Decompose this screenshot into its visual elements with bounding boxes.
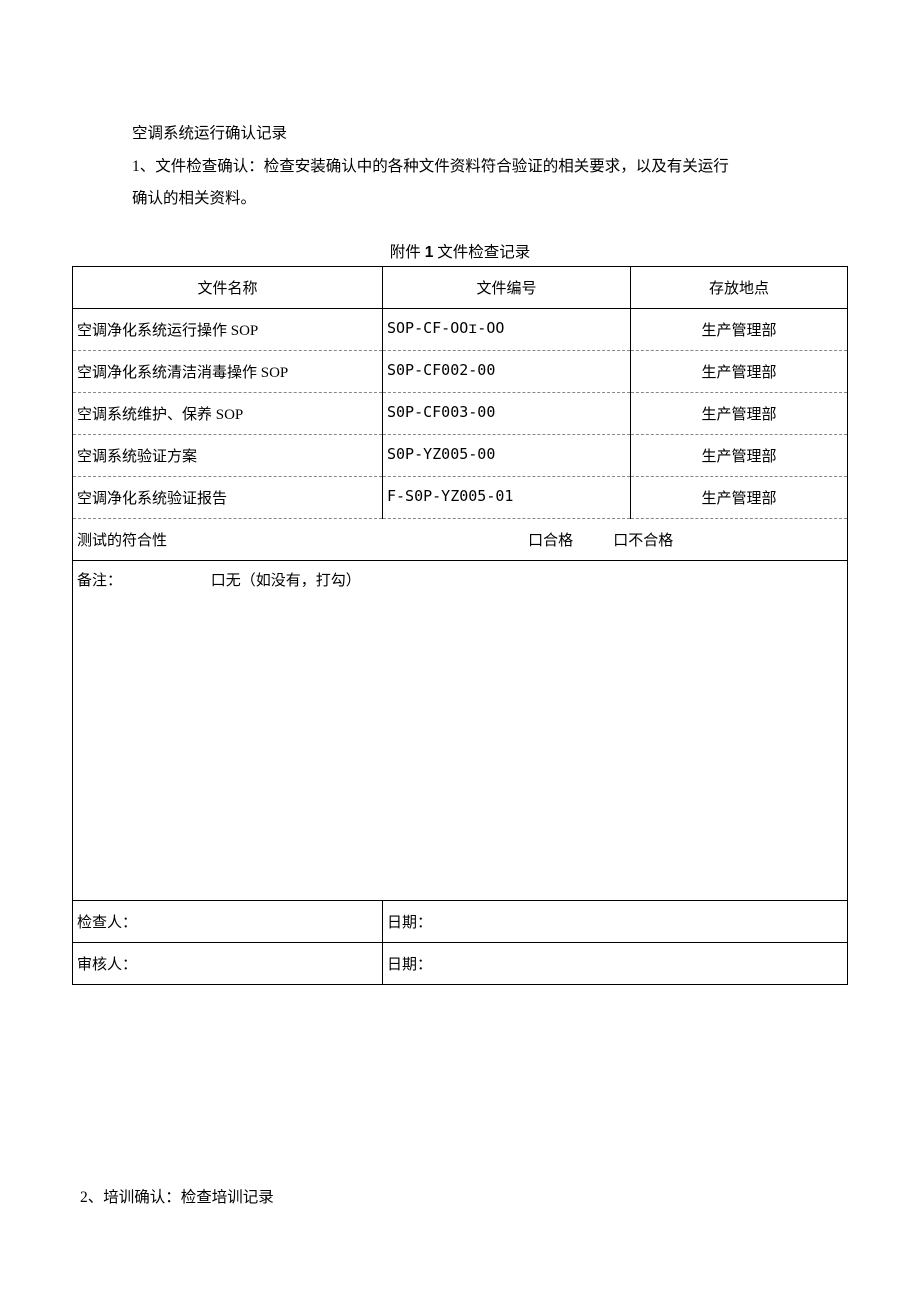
cell-name: 空调净化系统验证报告 — [73, 476, 383, 518]
caption-prefix: 附件 — [390, 244, 425, 261]
doc-title: 空调系统运行确认记录 — [132, 118, 848, 151]
reviewer-row: 审核人： 日期： — [73, 942, 848, 984]
inspector-label[interactable]: 检查人： — [73, 900, 383, 942]
remarks-row: 备注： 口无（如没有，打勾） — [73, 560, 848, 900]
compliance-pass-checkbox[interactable]: 口合格 — [368, 529, 613, 550]
remarks-none-checkbox[interactable]: 口无（如没有，打勾） — [211, 573, 361, 589]
date-text: 日期： — [387, 915, 432, 931]
table-caption: 附件 1 文件检查记录 — [72, 240, 848, 262]
cell-number: F-S0P-YZ005-01 — [383, 476, 631, 518]
table-row: 空调系统维护、保养 SOP S0P-CF003-00 生产管理部 — [73, 392, 848, 434]
header-number: 文件编号 — [383, 266, 631, 308]
inspector-row: 检查人： 日期： — [73, 900, 848, 942]
cell-name: 空调系统维护、保养 SOP — [73, 392, 383, 434]
compliance-fail-checkbox[interactable]: 口不合格 — [613, 529, 843, 550]
compliance-row: 测试的符合性 口合格 口不合格 — [73, 518, 848, 560]
table-row: 空调净化系统运行操作 SOP SOP-CF-OOɪ-OO 生产管理部 — [73, 308, 848, 350]
cell-number: SOP-CF-OOɪ-OO — [383, 308, 631, 350]
reviewer-text: 审核人： — [77, 957, 137, 973]
inspector-date[interactable]: 日期： — [383, 900, 848, 942]
inspector-text: 检查人： — [77, 915, 137, 931]
intro-line-1: 1、文件检查确认：检查安装确认中的各种文件资料符合验证的相关要求，以及有关运行 — [132, 151, 848, 184]
cell-number: S0P-YZ005-00 — [383, 434, 631, 476]
reviewer-date[interactable]: 日期： — [383, 942, 848, 984]
header-name: 文件名称 — [73, 266, 383, 308]
cell-name: 空调净化系统清洁消毒操作 SOP — [73, 350, 383, 392]
caption-suffix: 文件检查记录 — [433, 244, 530, 261]
cell-name: 空调净化系统运行操作 SOP — [73, 308, 383, 350]
table-row: 空调净化系统验证报告 F-S0P-YZ005-01 生产管理部 — [73, 476, 848, 518]
cell-location: 生产管理部 — [631, 434, 848, 476]
cell-location: 生产管理部 — [631, 476, 848, 518]
file-check-table: 文件名称 文件编号 存放地点 空调净化系统运行操作 SOP SOP-CF-OOɪ… — [72, 266, 848, 985]
intro-line-2: 确认的相关资料。 — [132, 183, 848, 216]
date-text: 日期： — [387, 957, 432, 973]
header-location: 存放地点 — [631, 266, 848, 308]
cell-number: S0P-CF002-00 — [383, 350, 631, 392]
table-row: 空调净化系统清洁消毒操作 SOP S0P-CF002-00 生产管理部 — [73, 350, 848, 392]
table-header-row: 文件名称 文件编号 存放地点 — [73, 266, 848, 308]
page: 空调系统运行确认记录 1、文件检查确认：检查安装确认中的各种文件资料符合验证的相… — [0, 0, 920, 1267]
table-row: 空调系统验证方案 S0P-YZ005-00 生产管理部 — [73, 434, 848, 476]
section-2: 2、培训确认：检查培训记录 — [80, 1185, 848, 1207]
cell-location: 生产管理部 — [631, 392, 848, 434]
reviewer-label[interactable]: 审核人： — [73, 942, 383, 984]
cell-number: S0P-CF003-00 — [383, 392, 631, 434]
remarks-label: 备注： — [77, 569, 207, 590]
compliance-label: 测试的符合性 — [77, 529, 368, 550]
cell-name: 空调系统验证方案 — [73, 434, 383, 476]
cell-location: 生产管理部 — [631, 308, 848, 350]
intro-block: 空调系统运行确认记录 1、文件检查确认：检查安装确认中的各种文件资料符合验证的相… — [132, 118, 848, 216]
cell-location: 生产管理部 — [631, 350, 848, 392]
